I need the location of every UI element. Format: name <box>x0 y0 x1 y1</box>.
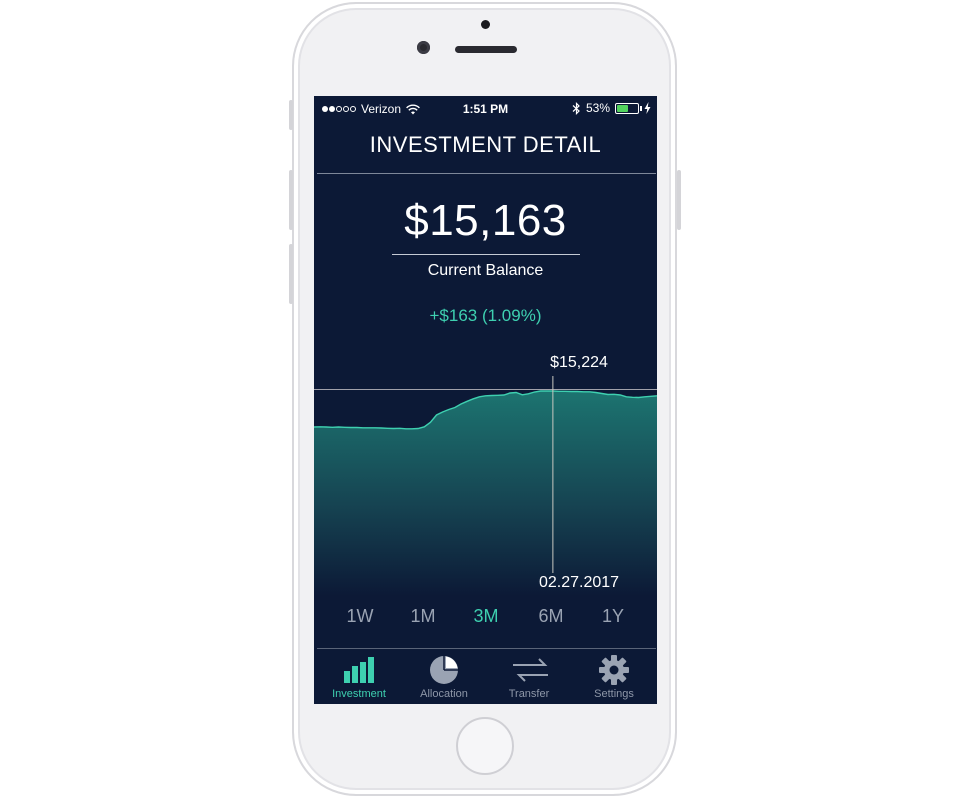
range-6m-button[interactable]: 6M <box>538 606 564 626</box>
volume-down-button <box>289 244 293 304</box>
status-bar: Verizon 1:51 PM 53% <box>314 96 657 122</box>
signal-dot <box>350 106 356 112</box>
range-1m-button[interactable]: 1M <box>410 606 436 626</box>
tab-investment-label: Investment <box>332 688 386 700</box>
home-button[interactable] <box>456 717 514 775</box>
tab-transfer-label: Transfer <box>508 688 550 700</box>
battery-icon <box>615 102 639 114</box>
volume-up-button <box>289 170 293 230</box>
transfer-arrows-icon <box>513 658 548 682</box>
gear-icon <box>599 655 629 685</box>
earpiece-speaker <box>455 46 517 53</box>
battery-fill <box>617 104 628 112</box>
proximity-sensor <box>481 20 490 29</box>
signal-dot <box>343 106 349 112</box>
status-bar-right: 53% <box>572 101 651 115</box>
balance-chart[interactable] <box>314 346 657 596</box>
chart-data-line <box>314 390 657 430</box>
signal-dot <box>336 106 342 112</box>
app-screen: Verizon 1:51 PM 53% INVESTMENT DETAIL $1… <box>314 96 657 704</box>
battery-tip <box>640 105 642 111</box>
wifi-icon <box>406 104 420 114</box>
battery-percent: 53% <box>585 101 610 115</box>
chart-tooltip-value: $15,224 <box>550 354 608 371</box>
bluetooth-icon <box>572 101 580 115</box>
signal-dot <box>322 106 328 112</box>
pie-chart-icon <box>430 656 458 684</box>
tab-settings-label: Settings <box>594 688 634 700</box>
front-camera <box>417 41 430 54</box>
charging-bolt-icon <box>644 102 651 114</box>
carrier-name: Verizon <box>361 102 402 116</box>
power-button <box>677 170 681 230</box>
tab-settings[interactable]: Settings <box>571 650 657 704</box>
chart-area-fill <box>314 391 657 596</box>
page-title: INVESTMENT DETAIL <box>369 132 602 157</box>
tabbar-divider <box>317 648 656 649</box>
tab-allocation[interactable]: Allocation <box>401 650 487 704</box>
balance-change: +$163 (1.09%) <box>429 306 542 325</box>
tab-bar: Investment Allocation Transfer <box>314 650 657 704</box>
tab-investment[interactable]: Investment <box>316 650 402 704</box>
signal-strength-icon <box>322 106 357 112</box>
status-time: 1:51 PM <box>462 102 509 116</box>
current-balance-amount: $15,163 <box>404 196 567 245</box>
chart-tooltip-date: 02.27.2017 <box>538 574 620 591</box>
title-divider <box>317 173 656 174</box>
range-1y-button[interactable]: 1Y <box>601 606 625 626</box>
signal-dot <box>329 106 335 112</box>
range-3m-button[interactable]: 3M <box>473 606 499 626</box>
current-balance-label: Current Balance <box>427 262 544 279</box>
status-bar-left: Verizon <box>322 102 420 116</box>
range-1w-button[interactable]: 1W <box>346 606 374 626</box>
bar-chart-icon <box>344 657 374 683</box>
mute-switch <box>289 100 293 130</box>
tab-transfer[interactable]: Transfer <box>486 650 572 704</box>
balance-divider <box>392 254 580 255</box>
tab-allocation-label: Allocation <box>420 688 468 700</box>
time-range-selector: 1W 1M 3M 6M 1Y <box>314 606 657 634</box>
